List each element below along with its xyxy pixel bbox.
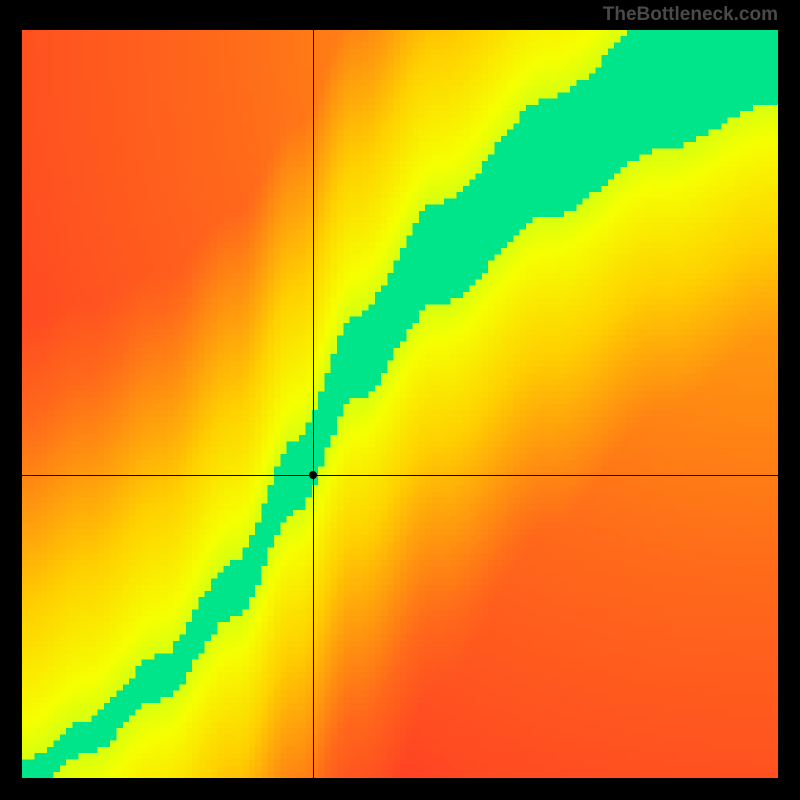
crosshair-marker <box>309 471 317 479</box>
crosshair-horizontal <box>22 475 778 476</box>
crosshair-vertical <box>313 30 314 778</box>
heatmap-plot-area <box>22 30 778 778</box>
heatmap-canvas <box>22 30 778 778</box>
watermark-text: TheBottleneck.com <box>603 4 778 26</box>
